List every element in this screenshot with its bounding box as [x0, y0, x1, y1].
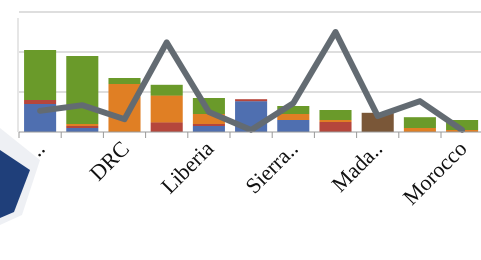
bar-segment	[277, 114, 309, 120]
bar-segment	[108, 84, 140, 132]
bar-segment	[24, 50, 56, 100]
chart: ..DRCLiberiaSierra..Mada..Morocco	[0, 0, 481, 260]
bar-segment	[66, 126, 98, 128]
bar-segment	[319, 110, 351, 120]
bar-segment	[193, 126, 225, 132]
bar-segment	[24, 100, 56, 104]
page: {"chart_data": {"type": "bar", "stacked"…	[0, 0, 481, 260]
bar-segment	[66, 128, 98, 132]
bar-segment	[235, 99, 267, 101]
bar-segment	[193, 124, 225, 126]
bar-segment	[151, 96, 183, 123]
bar-segment	[66, 124, 98, 126]
bar-segment	[66, 56, 98, 124]
bar-segment	[151, 122, 183, 132]
bar-segment	[404, 128, 436, 132]
bar-segment	[319, 122, 351, 132]
bar-segment	[277, 120, 309, 132]
bar-segment	[319, 120, 351, 122]
bar-segment	[108, 78, 140, 84]
bar-segment	[151, 85, 183, 96]
bar-segment	[404, 117, 436, 128]
